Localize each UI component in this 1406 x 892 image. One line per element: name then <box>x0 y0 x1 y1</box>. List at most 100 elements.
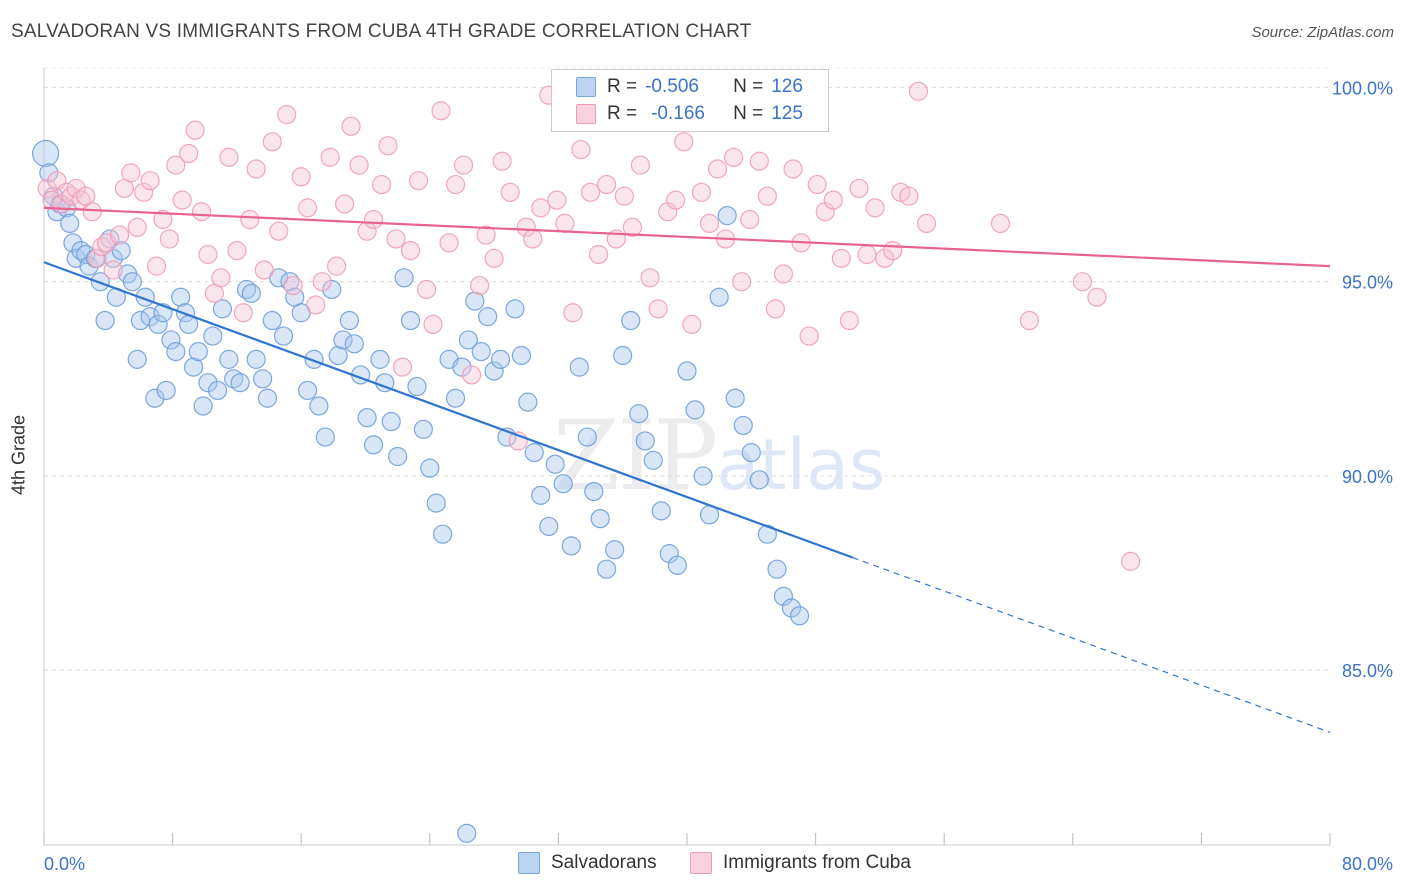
zipatlas-watermark: ZIPatlas <box>553 400 885 512</box>
cuba-point <box>749 151 769 171</box>
salvadorans-point <box>545 454 565 474</box>
salvadorans-point <box>370 349 390 369</box>
cuba-point <box>1121 551 1141 571</box>
salvadorans-point <box>733 415 753 436</box>
cuba-point <box>179 143 199 164</box>
r-label: R = <box>607 103 638 124</box>
salvadorans-trendline-extension <box>852 556 1331 733</box>
cuba-point <box>262 132 282 152</box>
salvadorans-swatch <box>576 77 596 97</box>
salvadorans-point <box>156 380 176 401</box>
cuba-point <box>431 101 451 121</box>
salvadorans-point <box>394 268 414 288</box>
salvadorans-point <box>322 279 342 300</box>
cuba-point <box>198 244 218 265</box>
salvadorans-trendline <box>43 261 853 559</box>
cuba-point <box>416 279 437 300</box>
salvadorans-point <box>193 396 213 416</box>
salvadorans-point <box>363 435 384 455</box>
cuba-point <box>1072 272 1093 292</box>
cuba-point <box>146 256 167 276</box>
cuba-point <box>724 147 744 167</box>
cuba-point <box>666 190 686 210</box>
salvadorans-point <box>198 373 218 393</box>
cuba-point <box>476 225 496 245</box>
cuba-point <box>531 198 551 218</box>
cuba-point <box>349 155 369 175</box>
salvadorans-point <box>511 345 532 366</box>
salvadorans-point <box>208 380 228 401</box>
salvadorans-point <box>166 342 186 362</box>
salvadorans-point <box>531 485 551 505</box>
salvadorans-point <box>339 310 360 331</box>
salvadorans-point <box>524 443 544 463</box>
salvadorans-point <box>39 163 59 183</box>
cuba-point <box>363 209 384 230</box>
cuba-point <box>423 314 443 335</box>
cuba-point <box>66 178 86 199</box>
salvadorans-point <box>553 474 573 494</box>
salvadorans-point <box>298 380 318 401</box>
salvadorans-point <box>309 396 329 416</box>
cuba-point <box>306 295 326 315</box>
cuba-legend-swatch <box>690 852 712 874</box>
cuba-point <box>699 213 720 233</box>
cuba-point <box>185 120 205 140</box>
legend-item-salvadorans[interactable]: Salvadorans <box>518 852 657 874</box>
cuba-point <box>516 217 536 237</box>
cuba-point <box>555 213 575 233</box>
salvadorans-point <box>188 342 208 362</box>
salvadorans-point <box>183 357 204 377</box>
chart-title: SALVADORAN VS IMMIGRANTS FROM CUBA 4TH G… <box>11 21 752 42</box>
salvadorans-point <box>203 326 223 346</box>
salvadorans-point <box>651 501 671 521</box>
cuba-point <box>773 264 794 284</box>
cuba-point <box>408 171 429 191</box>
cuba-point <box>153 209 173 230</box>
cuba-point <box>807 174 827 195</box>
watermark-zip: ZIP <box>553 400 718 512</box>
cuba-point <box>865 198 885 218</box>
cuba-point <box>707 159 728 179</box>
salvadorans-point <box>433 524 453 544</box>
salvadorans-point <box>328 345 348 366</box>
salvadorans-point <box>569 357 589 377</box>
salvadorans-point <box>717 206 737 226</box>
n-value: 125 <box>771 103 803 124</box>
salvadorans-point <box>60 213 80 233</box>
cuba-point <box>757 186 777 206</box>
legend-label-salvadorans: Salvadorans <box>551 852 657 873</box>
salvadorans-point <box>262 310 282 331</box>
cuba-point <box>614 186 634 206</box>
salvadorans-point <box>693 466 713 486</box>
cuba-point <box>37 178 57 199</box>
cuba-point <box>1019 310 1039 331</box>
n-label: N = <box>733 76 764 97</box>
salvadorans-point <box>605 540 625 560</box>
salvadorans-point <box>420 458 440 478</box>
salvadorans-point <box>63 233 83 253</box>
legend-label-cuba: Immigrants from Cuba <box>723 852 911 873</box>
cuba-point <box>386 229 406 249</box>
cuba-point <box>291 167 311 187</box>
salvadorans-point <box>388 446 408 467</box>
cuba-point <box>765 299 786 319</box>
cuba-point <box>571 139 591 160</box>
cuba-point <box>312 272 332 292</box>
cuba-point <box>277 105 297 125</box>
salvadorans-point <box>685 400 705 420</box>
y-tick-label: 100.0% <box>1332 78 1393 98</box>
cuba-point <box>400 240 421 261</box>
cuba-point <box>140 171 160 191</box>
r-value: -0.166 <box>651 103 705 124</box>
cuba-point <box>691 182 712 202</box>
cuba-point <box>484 248 504 268</box>
legend-item-cuba[interactable]: Immigrants from Cuba <box>690 852 911 874</box>
salvadorans-legend-swatch <box>518 852 540 874</box>
cuba-point <box>191 202 212 222</box>
salvadorans-point <box>79 256 99 276</box>
cuba-point <box>849 178 869 199</box>
salvadorans-point <box>315 427 335 447</box>
cuba-point <box>246 159 266 179</box>
